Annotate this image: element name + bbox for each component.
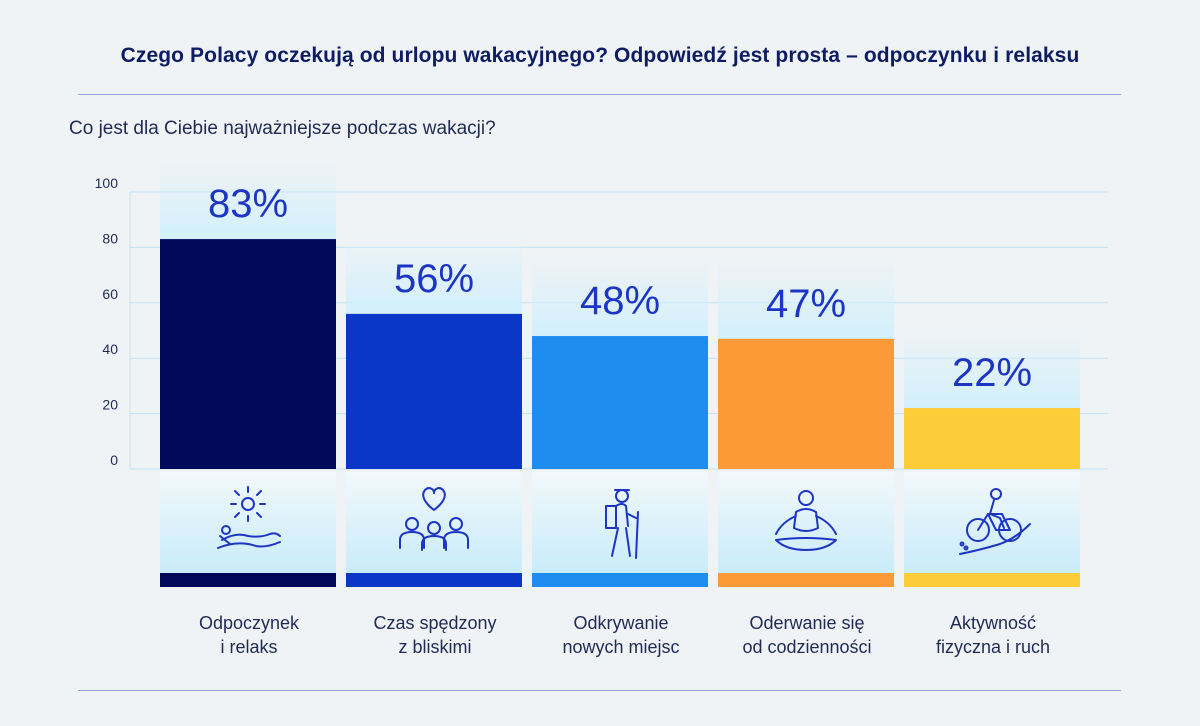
color-strip xyxy=(160,573,336,587)
data-label: 48% xyxy=(580,279,660,323)
y-tick-label: 60 xyxy=(102,286,118,302)
meditation-icon xyxy=(775,490,837,551)
category-label-line: Odkrywanie xyxy=(573,613,669,633)
icon-panel xyxy=(532,472,708,573)
family-heart-icon xyxy=(399,487,469,551)
category-label: Odkrywanie nowych miejsc xyxy=(532,611,710,659)
category-label: Czas spędzony z bliskimi xyxy=(346,611,524,659)
category-label-line: z bliskimi xyxy=(398,637,472,657)
y-tick-label: 0 xyxy=(110,452,118,468)
category-label-line: i relaks xyxy=(220,637,278,657)
bar xyxy=(904,408,1080,469)
category-label-line: fizyczna i ruch xyxy=(935,637,1051,657)
cyclist-icon xyxy=(959,488,1031,555)
category-label-line: Czas spędzony xyxy=(373,613,497,633)
chart-subtitle: Co jest dla Ciebie najważniejsze podczas… xyxy=(69,118,496,139)
y-tick-label: 80 xyxy=(102,230,118,246)
bar-background xyxy=(532,254,708,337)
y-tick-label: 20 xyxy=(102,397,118,413)
bar xyxy=(346,313,522,469)
y-tick-label: 100 xyxy=(95,175,119,191)
category-label-line: Aktywność xyxy=(949,613,1037,633)
chart-title: Czego Polacy oczekują od urlopu wakacyjn… xyxy=(120,44,1080,67)
category-label: Aktywność fizyczna i ruch xyxy=(904,611,1082,659)
category-label-line: nowych miejsc xyxy=(562,637,680,657)
color-strip xyxy=(532,573,708,587)
color-strip xyxy=(346,573,522,587)
icon-panel xyxy=(718,472,894,573)
bar-background xyxy=(160,157,336,240)
data-label: 47% xyxy=(766,282,846,326)
color-strip xyxy=(904,573,1080,587)
data-label: 56% xyxy=(394,257,474,301)
sunbathing-icon xyxy=(217,486,281,549)
category-label-line: Oderwanie się xyxy=(749,613,865,633)
data-label: 83% xyxy=(208,182,288,226)
category-label-line: od codzienności xyxy=(742,637,872,657)
data-label: 22% xyxy=(952,351,1032,395)
bar-background xyxy=(904,326,1080,409)
bar xyxy=(532,336,708,469)
bar xyxy=(160,239,336,469)
bottom-divider xyxy=(78,690,1121,691)
category-label: Odpoczynek i relaks xyxy=(160,611,338,659)
bar xyxy=(718,338,894,469)
bar-background xyxy=(346,231,522,314)
color-strip xyxy=(718,573,894,587)
category-label-line: Odpoczynek xyxy=(198,613,300,633)
category-label: Oderwanie się od codzienności xyxy=(718,611,896,659)
hiker-icon xyxy=(605,489,639,559)
bar-background xyxy=(718,256,894,339)
y-tick-label: 40 xyxy=(102,341,118,357)
top-divider xyxy=(78,94,1121,95)
